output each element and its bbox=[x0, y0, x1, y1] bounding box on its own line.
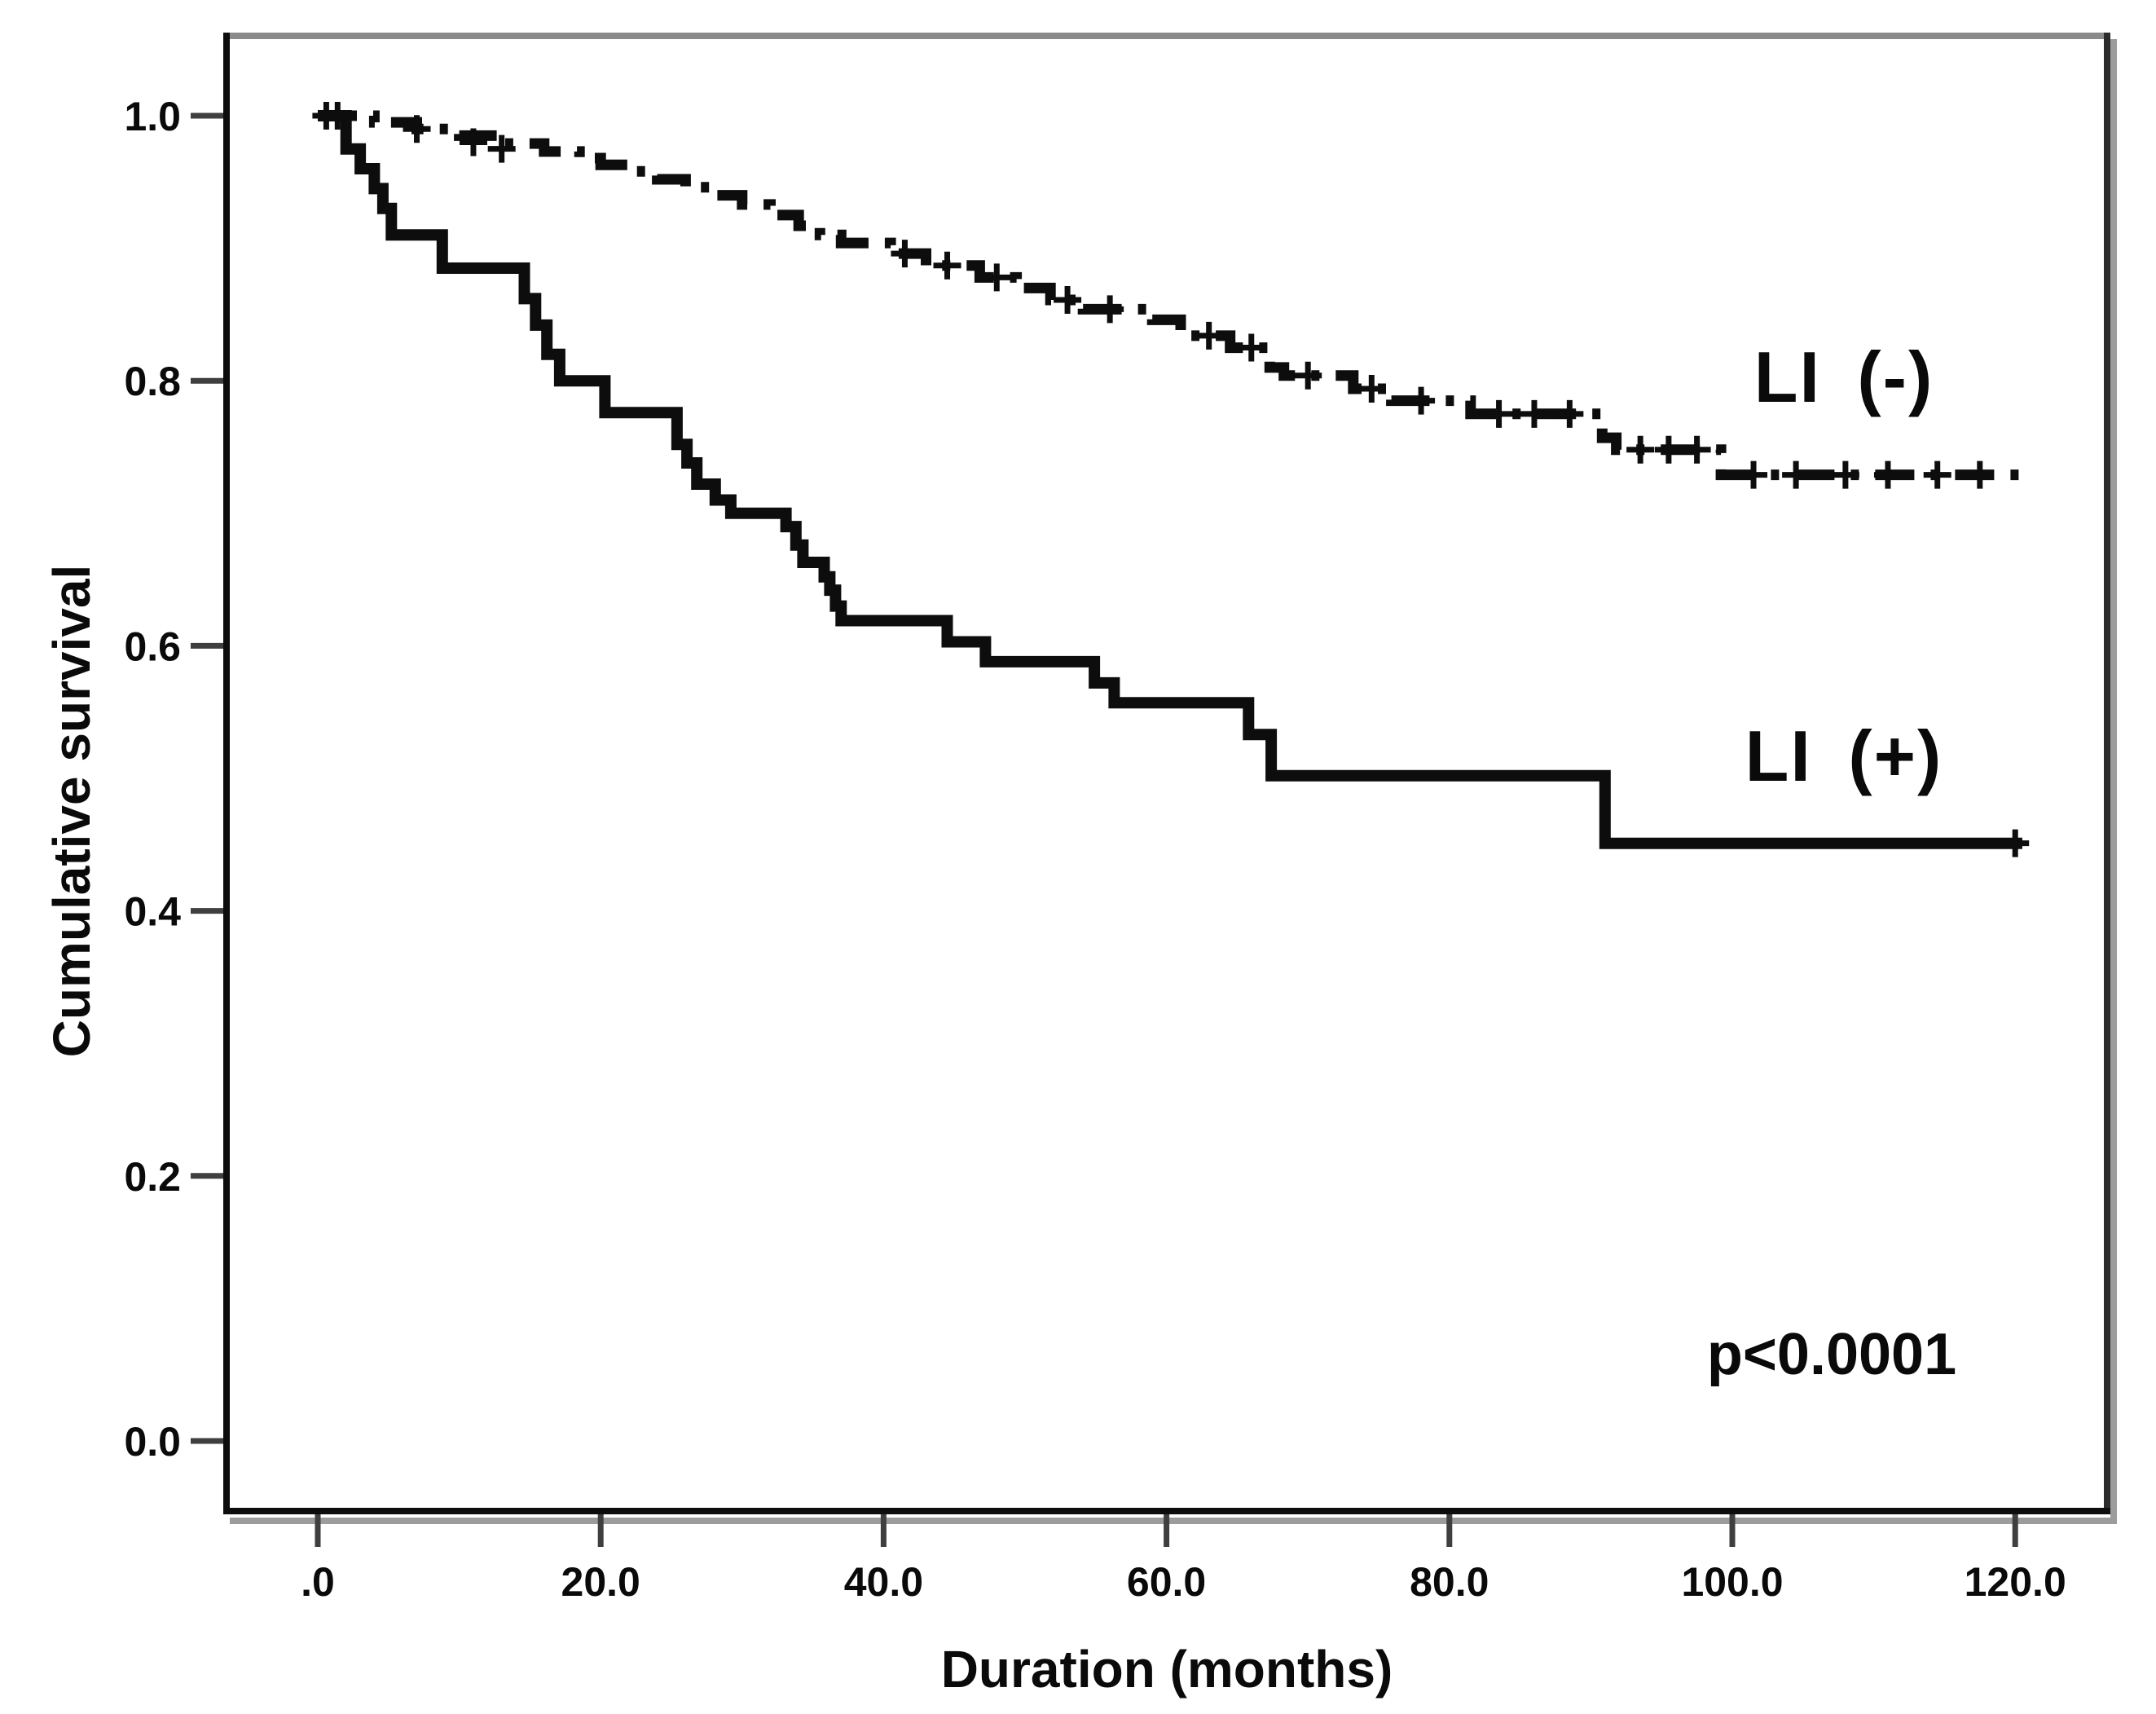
x-tick-label: 80.0 bbox=[1410, 1559, 1489, 1605]
x-tick-label: 40.0 bbox=[844, 1559, 923, 1605]
y-axis-title: Cumulative survival bbox=[42, 564, 101, 1058]
x-tick-label: 20.0 bbox=[561, 1559, 640, 1605]
x-tick-label: 100.0 bbox=[1681, 1559, 1783, 1605]
x-tick-label: 60.0 bbox=[1127, 1559, 1206, 1605]
y-tick-label: 0.8 bbox=[124, 359, 181, 404]
p-value-annotation: p<0.0001 bbox=[1706, 1322, 1957, 1387]
series-label-li-positive: LI (+) bbox=[1745, 716, 1943, 796]
plot-background bbox=[223, 33, 2110, 1514]
y-tick-label: 0.0 bbox=[124, 1419, 181, 1465]
x-axis-title: Duration (months) bbox=[940, 1640, 1393, 1699]
y-tick-label: 0.4 bbox=[124, 889, 181, 935]
x-tick-label: 120.0 bbox=[1965, 1559, 2066, 1605]
y-tick-label: 0.6 bbox=[124, 623, 181, 669]
survival-curve-li-positive bbox=[318, 110, 2022, 849]
x-tick-label: .0 bbox=[301, 1559, 335, 1605]
survival-curve-li-negative bbox=[318, 110, 2022, 481]
y-tick-label: 0.2 bbox=[124, 1154, 181, 1200]
series-label-li-negative: LI (-) bbox=[1753, 337, 1934, 417]
y-tick-label: 1.0 bbox=[124, 94, 181, 139]
